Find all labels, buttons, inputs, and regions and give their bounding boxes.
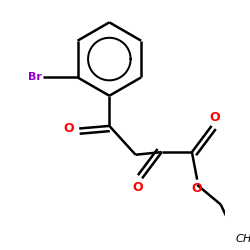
Text: Br: Br <box>28 72 42 83</box>
Text: O: O <box>210 111 220 124</box>
Text: O: O <box>192 182 202 195</box>
Text: O: O <box>133 181 143 194</box>
Text: O: O <box>64 122 74 135</box>
Text: CH$_3$: CH$_3$ <box>235 232 250 246</box>
